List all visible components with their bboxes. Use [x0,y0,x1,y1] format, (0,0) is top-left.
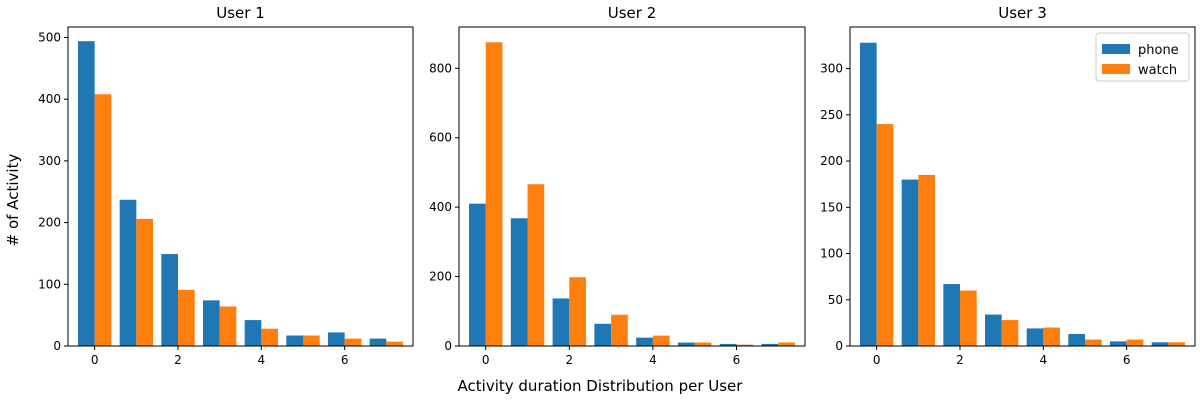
y-tick-label: 300 [820,62,843,76]
axes-frame [458,26,806,347]
x-tick-label: 4 [1040,353,1048,367]
x-tick-label: 6 [341,353,349,367]
legend-swatch-watch [1102,64,1130,74]
bar-phone-7 [1151,342,1169,346]
y-tick-label: 400 [38,92,61,106]
bar-phone-1 [901,179,919,346]
bar-phone-5 [286,335,303,346]
bar-watch-5 [694,342,712,346]
bar-watch-5 [303,335,320,346]
y-tick-label: 200 [429,270,452,284]
bar-phone-0 [78,41,95,346]
y-tick-label: 100 [38,277,61,291]
bar-watch-3 [611,314,628,346]
bar-phone-0 [469,203,486,346]
bar-phone-7 [761,343,779,346]
bar-phone-6 [719,343,737,346]
x-tick-label: 6 [1123,353,1131,367]
figure-ylabel: # of Activity [4,154,22,247]
bar-watch-3 [1001,320,1019,346]
legend: phone watch [1095,32,1190,82]
y-tick-label: 250 [820,108,843,122]
bar-watch-4 [1043,327,1060,346]
panel-2: 0 2 4 6 0 200 400 600 800 User 2 [429,4,806,367]
panel-title: User 3 [998,4,1047,22]
bar-watch-7 [778,342,795,346]
bar-phone-3 [985,314,1002,346]
bar-watch-1 [136,218,153,346]
x-tick-label: 0 [873,353,881,367]
bar-phone-2 [943,284,960,346]
axes-frame [849,26,1196,347]
y-tick-label: 50 [828,293,843,307]
panel-3: 0 2 4 6 0 50 100 150 200 250 300 User 3 [820,4,1196,367]
bar-watch-7 [386,341,403,346]
legend-swatch-phone [1102,44,1130,54]
y-tick-label: 800 [429,61,452,75]
bar-phone-3 [203,300,220,346]
legend-label-watch: watch [1138,63,1177,78]
bar-phone-5 [1068,333,1085,346]
bar-phone-4 [1026,328,1044,346]
x-tick-label: 4 [258,353,266,367]
y-tick-label: 0 [835,339,843,353]
bar-watch-2 [960,290,977,346]
legend-label-phone: phone [1138,43,1179,58]
y-tick-label: 100 [820,247,843,261]
bar-phone-6 [1110,341,1127,346]
y-tick-label: 300 [38,154,61,168]
y-tick-label: 400 [429,200,452,214]
y-tick-label: 0 [444,339,452,353]
figure-xlabel: Activity duration Distribution per User [458,377,744,395]
bar-phone-7 [369,338,387,346]
panel-title: User 2 [608,4,657,22]
y-tick-label: 0 [53,339,61,353]
bar-watch-0 [94,94,112,346]
bar-watch-6 [1126,339,1144,346]
y-tick-label: 500 [38,30,61,44]
bar-watch-0 [485,42,503,347]
y-tick-label: 200 [820,154,843,168]
y-tick-label: 600 [429,131,452,145]
panel-title: User 1 [216,4,265,22]
bar-watch-2 [178,289,195,346]
x-tick-label: 6 [733,353,741,367]
bar-watch-0 [876,124,894,346]
bar-phone-1 [119,199,137,346]
bar-watch-3 [219,306,237,346]
bar-phone-3 [594,323,612,346]
bar-phone-6 [328,332,345,346]
bar-watch-6 [736,344,754,346]
axes-frame [67,26,414,347]
x-tick-label: 2 [174,353,182,367]
x-tick-label: 2 [956,353,964,367]
bar-watch-1 [918,174,935,346]
bar-phone-2 [161,254,178,346]
bar-watch-2 [569,277,587,346]
bar-phone-2 [552,298,570,346]
y-tick-label: 200 [38,216,61,230]
bar-phone-0 [860,42,877,346]
y-tick-label: 150 [820,200,843,214]
panel-1: 0 2 4 6 0 100 200 300 400 500 User 1 [38,4,414,367]
bar-watch-4 [261,328,278,346]
bar-phone-5 [677,342,695,346]
bar-watch-1 [527,184,545,346]
bar-phone-1 [510,218,528,346]
x-tick-label: 0 [482,353,490,367]
x-tick-label: 0 [91,353,99,367]
x-tick-label: 2 [565,353,573,367]
bar-phone-4 [636,337,653,346]
x-tick-label: 4 [649,353,657,367]
bar-watch-5 [1085,339,1102,346]
bar-watch-7 [1168,342,1185,346]
bar-phone-4 [244,320,262,346]
bar-watch-6 [344,338,362,346]
bar-watch-4 [652,335,670,346]
